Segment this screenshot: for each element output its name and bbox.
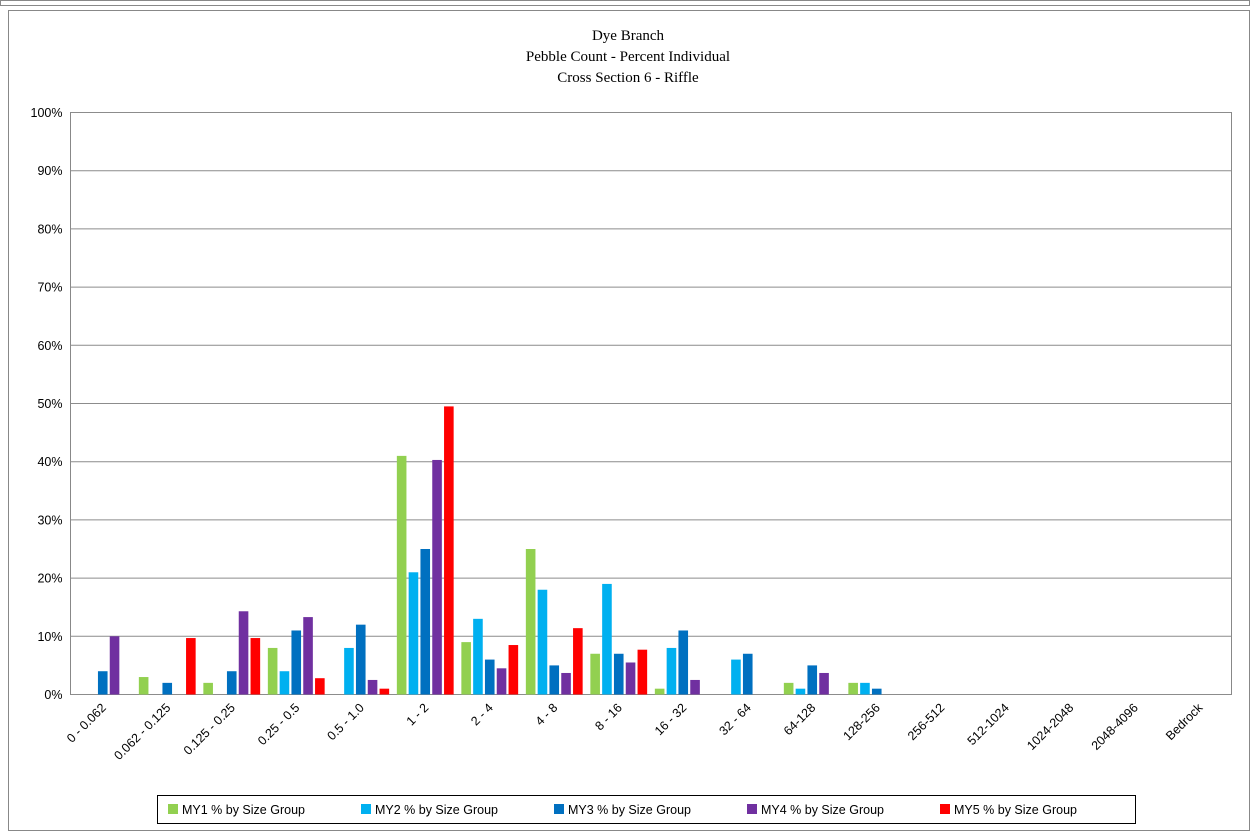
legend-swatch: [940, 804, 950, 814]
bar-series-5: [379, 688, 390, 695]
bar-series-1: [783, 682, 794, 695]
legend-swatch: [747, 804, 757, 814]
bar-series-4: [109, 636, 120, 695]
bar-series-2: [602, 583, 612, 695]
bar-series-5: [573, 628, 583, 695]
chart-title-line-3: Cross Section 6 - Riffle: [557, 70, 699, 86]
bar-series-1: [267, 647, 278, 695]
y-tick-label: 30%: [37, 513, 62, 527]
legend-box: [157, 795, 1136, 824]
y-tick-label: 40%: [37, 455, 62, 469]
bar-series-4: [690, 679, 700, 695]
y-tick-label: 20%: [37, 572, 62, 586]
legend-swatch: [168, 804, 178, 814]
bar-series-2: [860, 682, 870, 695]
legend-label: MY3 % by Size Group: [568, 803, 691, 817]
bar-series-3: [162, 682, 173, 695]
bar-series-3: [613, 653, 624, 695]
chart-title-line-2: Pebble Count - Percent Individual: [526, 49, 730, 65]
y-tick-label: 10%: [37, 630, 62, 644]
bar-series-1: [138, 677, 149, 695]
legend-label: MY1 % by Size Group: [182, 803, 305, 817]
legend-label: MY2 % by Size Group: [375, 803, 498, 817]
gridlines: [70, 112, 1232, 695]
bar-series-3: [742, 653, 753, 695]
legend-label: MY5 % by Size Group: [954, 803, 1077, 817]
bar-series-3: [871, 688, 882, 695]
bar-series-2: [473, 618, 483, 695]
bar-series-5: [186, 638, 196, 695]
bar-series-2: [279, 671, 290, 695]
chart-title-line-1: Dye Branch: [592, 28, 665, 44]
bars: [97, 406, 882, 695]
y-tick-label: 90%: [37, 164, 62, 178]
legend-label: MY4 % by Size Group: [761, 803, 884, 817]
bar-series-4: [819, 672, 829, 695]
bar-series-5: [508, 645, 519, 695]
top-border-strip: [0, 0, 1250, 6]
bar-series-1: [590, 653, 600, 695]
y-tick-label: 60%: [37, 339, 62, 353]
bar-series-4: [367, 679, 378, 695]
bar-series-3: [484, 659, 495, 695]
y-tick-label: 50%: [37, 397, 62, 411]
bar-series-3: [420, 549, 431, 695]
y-tick-label: 70%: [37, 281, 62, 295]
bar-series-1: [396, 455, 407, 695]
y-tick-label: 0%: [44, 688, 62, 702]
y-tick-label: 100%: [31, 106, 63, 120]
bar-series-5: [315, 678, 325, 695]
bar-series-3: [355, 624, 366, 695]
y-axis-ticks: 0% 10% 20% 30% 40% 50% 60% 70% 80% 90% 100%: [31, 106, 63, 702]
y-tick-label: 80%: [37, 222, 62, 236]
bar-series-4: [303, 617, 313, 695]
bar-series-4: [561, 672, 571, 695]
legend: MY1 % by Size Group MY2 % by Size Group MY…: [157, 795, 1136, 824]
bar-series-2: [731, 659, 741, 695]
bar-series-2: [537, 589, 548, 695]
bar-series-3: [97, 671, 108, 695]
bar-series-3: [678, 630, 689, 695]
bar-series-3: [291, 630, 302, 695]
legend-swatch: [361, 804, 371, 814]
bar-series-2: [408, 572, 419, 695]
legend-items: MY1 % by Size Group MY2 % by Size Group MY…: [168, 803, 1077, 817]
bar-series-2: [344, 647, 354, 695]
bar-series-5: [637, 649, 648, 695]
bar-series-1: [848, 682, 858, 695]
bar-series-3: [226, 671, 237, 695]
bar-series-4: [496, 668, 507, 695]
bar-series-1: [525, 549, 536, 695]
bar-series-4: [625, 662, 636, 695]
bar-series-1: [654, 688, 665, 695]
bar-series-1: [203, 682, 213, 695]
bar-series-4: [238, 611, 249, 695]
bar-series-5: [444, 406, 454, 695]
bar-series-2: [795, 688, 806, 695]
bar-series-3: [807, 665, 818, 695]
bar-series-5: [250, 638, 261, 695]
bar-series-1: [461, 642, 471, 695]
legend-swatch: [554, 804, 564, 814]
bar-series-2: [666, 647, 677, 695]
bar-series-3: [549, 665, 560, 695]
bar-series-4: [432, 459, 442, 695]
